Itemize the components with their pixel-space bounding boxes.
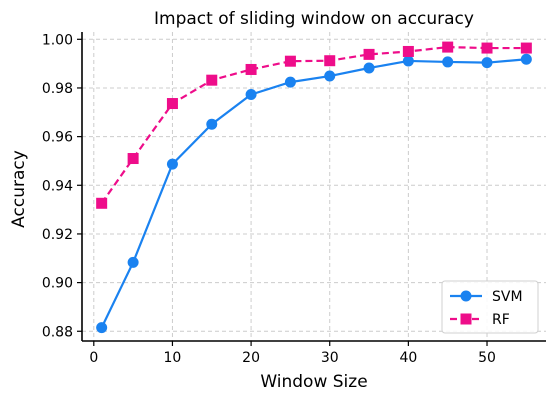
x-tick-label: 40 xyxy=(399,350,417,366)
rf-point xyxy=(127,153,139,165)
chart-title: Impact of sliding window on accuracy xyxy=(154,9,474,29)
svm-point xyxy=(402,55,414,67)
rf-point xyxy=(442,41,454,53)
rf-point xyxy=(402,45,414,57)
rf-series-line xyxy=(100,45,527,204)
rf-point xyxy=(284,55,296,67)
legend-frame xyxy=(441,280,539,334)
svm-point xyxy=(363,62,375,74)
grid xyxy=(82,32,546,341)
svm-point xyxy=(245,89,257,101)
rf-point xyxy=(324,55,336,67)
svm-series-line xyxy=(100,58,527,329)
rf-point xyxy=(520,42,532,54)
legend-rf-marker xyxy=(460,313,472,325)
legend-svm-label: SVM xyxy=(492,289,523,305)
svm-point xyxy=(324,70,336,82)
svm-point xyxy=(166,158,178,170)
x-axis-title: Window Size xyxy=(260,372,367,392)
x-tick-label: 50 xyxy=(478,350,496,366)
legend-svm-marker xyxy=(460,290,472,302)
x-tick-label: 20 xyxy=(242,350,260,366)
rf-point xyxy=(245,63,257,75)
x-tick-label: 10 xyxy=(164,350,182,366)
x-tick-label: 0 xyxy=(89,350,98,366)
svm-point xyxy=(206,118,218,130)
svm-point xyxy=(96,322,108,334)
svm-point xyxy=(481,57,493,69)
svm-point xyxy=(127,256,139,268)
y-tick-label: 0.88 xyxy=(42,324,73,340)
y-tick-label: 0.92 xyxy=(42,227,73,243)
y-tick-label: 0.98 xyxy=(42,81,73,97)
y-tick-label: 1.00 xyxy=(42,32,73,48)
series-layer xyxy=(96,41,532,334)
y-axis-title: Accuracy xyxy=(9,150,29,228)
svm-point xyxy=(520,53,532,65)
legend-rf-label: RF xyxy=(492,312,510,328)
legend: SVM RF xyxy=(441,280,539,334)
svm-point xyxy=(442,56,454,68)
axes: 0 10 20 30 40 50 0.88 0.90 0.92 0.94 0.96 0.98 1.00 xyxy=(42,32,546,366)
y-tick-label: 0.96 xyxy=(42,130,73,146)
rf-point xyxy=(363,48,375,60)
rf-point xyxy=(481,42,493,54)
y-tick-label: 0.94 xyxy=(42,178,73,194)
rf-point xyxy=(206,74,218,86)
rf-point xyxy=(96,197,108,209)
svm-point xyxy=(284,76,296,88)
y-tick-label: 0.90 xyxy=(42,276,73,292)
x-tick-label: 30 xyxy=(321,350,339,366)
rf-point xyxy=(166,98,178,110)
